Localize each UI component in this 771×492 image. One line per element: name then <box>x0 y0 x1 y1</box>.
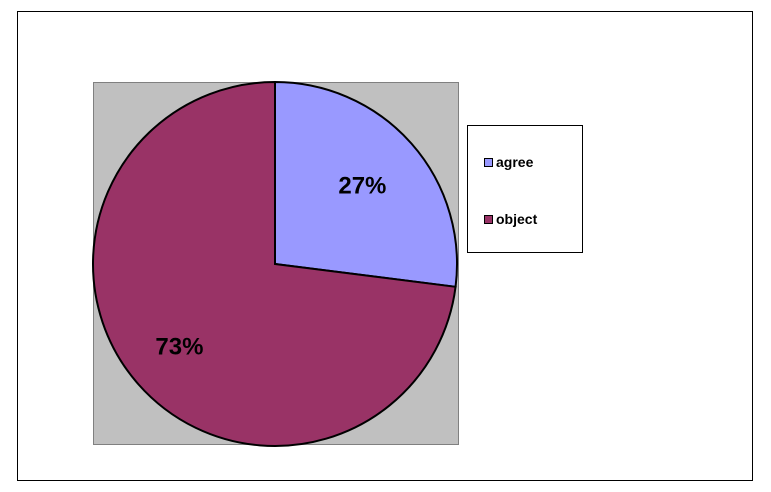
legend-label-agree: agree <box>496 154 534 170</box>
legend: agree object <box>467 125 583 253</box>
pie-labels: 27% 73% <box>155 172 386 360</box>
pie-slices <box>92 80 458 447</box>
pie-slice-object <box>92 80 457 447</box>
data-label-agree: 27% <box>338 172 386 199</box>
legend-item-object: object <box>484 211 537 227</box>
pie-slice-agree <box>274 80 458 288</box>
legend-swatch-object <box>484 214 493 224</box>
legend-item-agree: agree <box>484 154 533 170</box>
data-label-object: 73% <box>155 334 203 361</box>
legend-label-object: object <box>496 211 538 227</box>
legend-swatch-agree <box>484 157 493 167</box>
